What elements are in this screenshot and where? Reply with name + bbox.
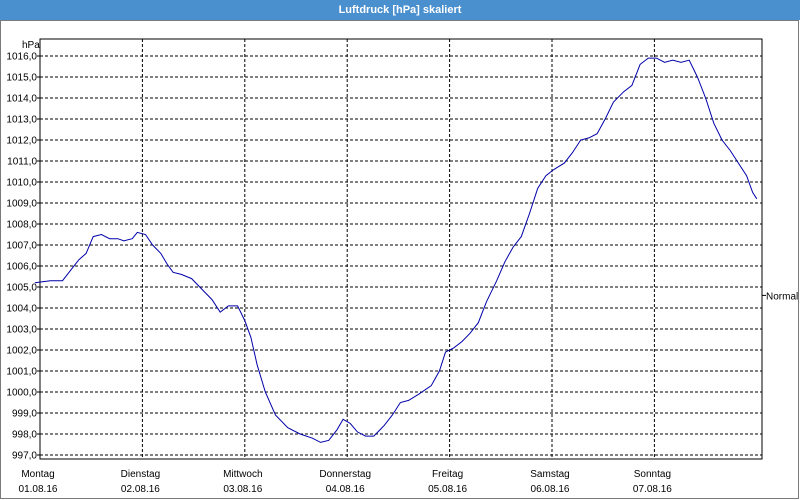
series-line-luftdruck xyxy=(34,57,758,443)
x-tick-date-label: 01.08.16 xyxy=(19,484,58,495)
x-tick-day-label: Montag xyxy=(21,469,54,480)
y-tick-label: 1001,0 xyxy=(6,367,37,378)
y-tick-label: 1009,0 xyxy=(6,199,37,210)
plot-area xyxy=(39,38,763,460)
y-tick-label: 1012,0 xyxy=(6,136,37,147)
x-tick-date-label: 06.08.16 xyxy=(531,484,570,495)
x-tick-date-label: 05.08.16 xyxy=(428,484,467,495)
x-tick-day-label: Sonntag xyxy=(634,469,671,480)
x-tick-day-label: Samstag xyxy=(530,469,569,480)
x-tick-date-label: 02.08.16 xyxy=(121,484,160,495)
y-tick-label: 1007,0 xyxy=(6,241,37,252)
x-tick-date-label: 03.08.16 xyxy=(223,484,262,495)
y-tick-label: 1016,0 xyxy=(6,52,37,63)
x-tick-date-label: 07.08.16 xyxy=(633,484,672,495)
y-tick-label: 1014,0 xyxy=(6,94,37,105)
x-tick-day-label: Freitag xyxy=(432,469,463,480)
y-tick-label: 1013,0 xyxy=(6,115,37,126)
y-tick-label: 998,0 xyxy=(12,430,37,441)
y-tick-label: 1003,0 xyxy=(6,325,37,336)
y-tick-label: 1004,0 xyxy=(6,304,37,315)
x-tick-day-label: Dienstag xyxy=(121,469,160,480)
y-tick-label: 1010,0 xyxy=(6,178,37,189)
normal-reference-label: Normal xyxy=(766,291,798,302)
x-tick-day-label: Donnerstag xyxy=(319,469,371,480)
y-tick-label: 1006,0 xyxy=(6,262,37,273)
x-tick-day-label: Mittwoch xyxy=(223,469,262,480)
y-tick-label: 999,0 xyxy=(12,409,37,420)
y-tick-label: 997,0 xyxy=(12,451,37,462)
chart-title: Luftdruck [hPa] skaliert xyxy=(0,0,800,20)
y-tick-label: 1002,0 xyxy=(6,346,37,357)
x-tick-date-label: 04.08.16 xyxy=(326,484,365,495)
y-tick-label: 1000,0 xyxy=(6,388,37,399)
y-axis-unit-label: hPa xyxy=(22,40,40,51)
y-tick-label: 1015,0 xyxy=(6,73,37,84)
y-tick-label: 1008,0 xyxy=(6,220,37,231)
y-tick-label: 1005,0 xyxy=(6,283,37,294)
y-tick-label: 1011,0 xyxy=(7,157,37,168)
chart-frame xyxy=(0,20,799,499)
